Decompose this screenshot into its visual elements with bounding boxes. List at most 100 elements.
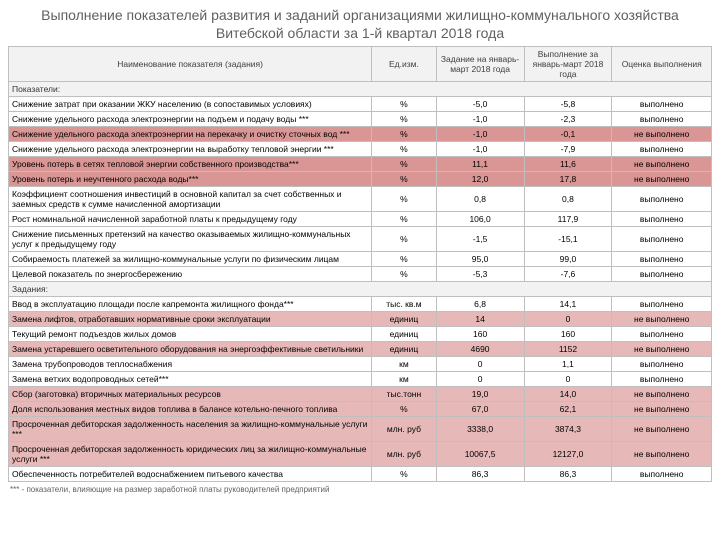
- header-name: Наименование показателя (задания): [9, 47, 372, 82]
- cell-status: выполнено: [612, 372, 712, 387]
- cell-status: выполнено: [612, 467, 712, 482]
- cell-unit: %: [372, 172, 436, 187]
- cell-done: 99,0: [524, 252, 612, 267]
- cell-name: Снижение затрат при оказании ЖКУ населен…: [9, 97, 372, 112]
- cell-name: Сбор (заготовка) вторичных материальных …: [9, 387, 372, 402]
- cell-task: -1,0: [436, 127, 524, 142]
- cell-task: 95,0: [436, 252, 524, 267]
- cell-done: 17,8: [524, 172, 612, 187]
- cell-status: не выполнено: [612, 387, 712, 402]
- cell-status: не выполнено: [612, 342, 712, 357]
- cell-name: Замена лифтов, отработавших нормативные …: [9, 312, 372, 327]
- cell-unit: %: [372, 157, 436, 172]
- cell-unit: единиц: [372, 327, 436, 342]
- table-row: Замена устаревшего осветительного оборуд…: [9, 342, 712, 357]
- table-row: Коэффициент соотношения инвестиций в осн…: [9, 187, 712, 212]
- cell-task: 160: [436, 327, 524, 342]
- cell-done: -15,1: [524, 227, 612, 252]
- section-label: Показатели:: [9, 82, 712, 97]
- cell-task: 10067,5: [436, 442, 524, 467]
- table-row: Рост номинальной начисленной заработной …: [9, 212, 712, 227]
- cell-name: Собираемость платежей за жилищно-коммуна…: [9, 252, 372, 267]
- table-row: Ввод в эксплуатацию площади после капрем…: [9, 297, 712, 312]
- cell-done: 117,9: [524, 212, 612, 227]
- cell-name: Снижение удельного расхода электроэнерги…: [9, 127, 372, 142]
- cell-task: 6,8: [436, 297, 524, 312]
- table-row: Сбор (заготовка) вторичных материальных …: [9, 387, 712, 402]
- cell-status: не выполнено: [612, 157, 712, 172]
- cell-status: выполнено: [612, 97, 712, 112]
- cell-task: 4690: [436, 342, 524, 357]
- table-row: Снижение удельного расхода электроэнерги…: [9, 112, 712, 127]
- cell-unit: млн. руб: [372, 442, 436, 467]
- cell-unit: %: [372, 112, 436, 127]
- cell-done: 1,1: [524, 357, 612, 372]
- table-row: Снижение затрат при оказании ЖКУ населен…: [9, 97, 712, 112]
- cell-name: Просроченная дебиторская задолженность н…: [9, 417, 372, 442]
- cell-done: 11,6: [524, 157, 612, 172]
- cell-status: выполнено: [612, 327, 712, 342]
- cell-name: Замена ветхих водопроводных сетей***: [9, 372, 372, 387]
- cell-unit: тыс.тонн: [372, 387, 436, 402]
- cell-unit: %: [372, 97, 436, 112]
- cell-status: выполнено: [612, 112, 712, 127]
- cell-done: 0: [524, 372, 612, 387]
- cell-status: выполнено: [612, 212, 712, 227]
- cell-task: 0: [436, 357, 524, 372]
- section-row: Задания:: [9, 282, 712, 297]
- table-row: Целевой показатель по энергосбережению%-…: [9, 267, 712, 282]
- cell-unit: %: [372, 267, 436, 282]
- cell-unit: %: [372, 142, 436, 157]
- footnote: *** - показатели, влияющие на размер зар…: [0, 482, 720, 497]
- table-row: Снижение удельного расхода электроэнерги…: [9, 127, 712, 142]
- cell-status: выполнено: [612, 267, 712, 282]
- cell-task: 0: [436, 372, 524, 387]
- cell-unit: %: [372, 402, 436, 417]
- table-row: Замена лифтов, отработавших нормативные …: [9, 312, 712, 327]
- cell-name: Замена устаревшего осветительного оборуд…: [9, 342, 372, 357]
- cell-task: -1,5: [436, 227, 524, 252]
- cell-done: 0,8: [524, 187, 612, 212]
- cell-done: 62,1: [524, 402, 612, 417]
- section-row: Показатели:: [9, 82, 712, 97]
- cell-name: Ввод в эксплуатацию площади после капрем…: [9, 297, 372, 312]
- cell-name: Снижение удельного расхода электроэнерги…: [9, 142, 372, 157]
- cell-done: 0: [524, 312, 612, 327]
- header-task: Задание на январь-март 2018 года: [436, 47, 524, 82]
- cell-task: 11,1: [436, 157, 524, 172]
- cell-unit: %: [372, 212, 436, 227]
- cell-name: Уровень потерь в сетях тепловой энергии …: [9, 157, 372, 172]
- cell-status: выполнено: [612, 142, 712, 157]
- cell-name: Коэффициент соотношения инвестиций в осн…: [9, 187, 372, 212]
- cell-task: 19,0: [436, 387, 524, 402]
- cell-task: -5,3: [436, 267, 524, 282]
- cell-task: 0,8: [436, 187, 524, 212]
- cell-done: -5,8: [524, 97, 612, 112]
- section-label: Задания:: [9, 282, 712, 297]
- cell-status: не выполнено: [612, 442, 712, 467]
- cell-unit: км: [372, 372, 436, 387]
- header-row: Наименование показателя (задания) Ед.изм…: [9, 47, 712, 82]
- cell-name: Текущий ремонт подъездов жилых домов: [9, 327, 372, 342]
- cell-task: 67,0: [436, 402, 524, 417]
- cell-status: выполнено: [612, 297, 712, 312]
- cell-unit: тыс. кв.м: [372, 297, 436, 312]
- cell-name: Рост номинальной начисленной заработной …: [9, 212, 372, 227]
- cell-unit: %: [372, 127, 436, 142]
- cell-status: выполнено: [612, 357, 712, 372]
- table-row: Снижение удельного расхода электроэнерги…: [9, 142, 712, 157]
- page-title: Выполнение показателей развития и задани…: [0, 0, 720, 46]
- cell-done: 14,1: [524, 297, 612, 312]
- cell-done: -0,1: [524, 127, 612, 142]
- table-row: Доля использования местных видов топлива…: [9, 402, 712, 417]
- table-row: Обеспеченность потребителей водоснабжени…: [9, 467, 712, 482]
- cell-done: -7,6: [524, 267, 612, 282]
- cell-unit: млн. руб: [372, 417, 436, 442]
- cell-unit: единиц: [372, 312, 436, 327]
- cell-unit: %: [372, 227, 436, 252]
- cell-status: не выполнено: [612, 417, 712, 442]
- cell-unit: км: [372, 357, 436, 372]
- indicators-table: Наименование показателя (задания) Ед.изм…: [8, 46, 712, 482]
- cell-name: Снижение удельного расхода электроэнерги…: [9, 112, 372, 127]
- cell-done: -7,9: [524, 142, 612, 157]
